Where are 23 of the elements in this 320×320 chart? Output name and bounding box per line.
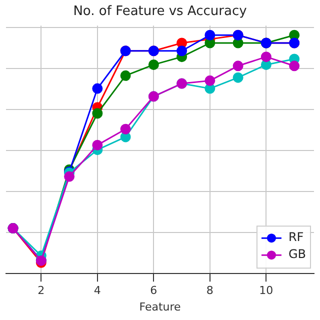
- x-tick-label: 10: [259, 284, 274, 298]
- x-tick-label: 4: [94, 284, 101, 298]
- point: [232, 60, 244, 72]
- point: [176, 46, 188, 56]
- point: [92, 83, 103, 94]
- point: [92, 108, 103, 119]
- x-tick-label: 2: [38, 284, 45, 298]
- point: [120, 70, 131, 81]
- legend-label: GB: [288, 247, 306, 262]
- point: [232, 72, 244, 83]
- point: [204, 30, 216, 40]
- x-tick-label: 8: [206, 284, 214, 298]
- legend-label: RF: [288, 230, 304, 244]
- point: [64, 171, 75, 182]
- point: [289, 60, 300, 72]
- point: [204, 75, 216, 86]
- point: [148, 59, 159, 70]
- point: [260, 52, 272, 62]
- chart-title: No. of Feature vs Accuracy: [73, 4, 248, 20]
- x-tick-label: 6: [150, 284, 158, 298]
- point: [120, 124, 131, 134]
- point: [92, 140, 103, 150]
- x-axis-title: Feature: [139, 300, 182, 314]
